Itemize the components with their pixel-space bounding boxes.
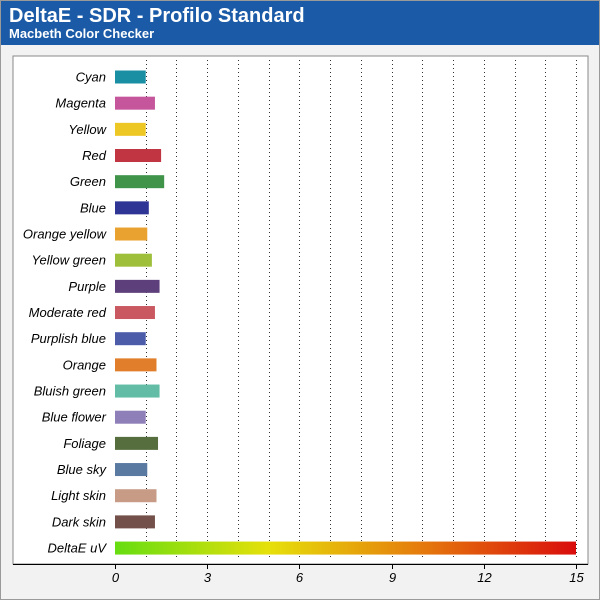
bar-green	[115, 175, 165, 189]
chart-title: DeltaE - SDR - Profilo Standard	[9, 5, 305, 27]
category-label-deltae-uv: DeltaE uV	[47, 541, 107, 556]
category-label-blue-flower: Blue flower	[42, 410, 107, 425]
bar-magenta	[115, 96, 155, 110]
category-label-orange: Orange	[63, 357, 106, 372]
plot-area	[12, 55, 589, 565]
bar-yellow	[115, 122, 146, 136]
x-tick-label-9: 9	[389, 570, 396, 585]
bar-red	[115, 149, 162, 163]
bar-deltae-uv	[115, 541, 576, 555]
category-label-blue-sky: Blue sky	[57, 462, 108, 477]
bar-blue-sky	[115, 463, 148, 477]
bar-blue	[115, 201, 149, 215]
bar-orange	[115, 358, 157, 372]
bar-cyan	[115, 70, 146, 84]
x-tick-label-3: 3	[204, 570, 212, 585]
bar-dark-skin	[115, 515, 155, 529]
category-label-purplish-blue: Purplish blue	[31, 331, 106, 346]
chart-header: DeltaE - SDR - Profilo Standard Macbeth …	[1, 1, 599, 45]
chart-subtitle: Macbeth Color Checker	[9, 26, 155, 41]
category-label-bluish-green: Bluish green	[34, 384, 106, 399]
x-tick-label-6: 6	[296, 570, 304, 585]
category-label-green: Green	[70, 174, 106, 189]
bar-purple	[115, 279, 160, 293]
bar-blue-flower	[115, 410, 146, 424]
category-label-red: Red	[82, 148, 107, 163]
bar-moderate-red	[115, 306, 155, 320]
category-label-purple: Purple	[68, 279, 106, 294]
category-label-foliage: Foliage	[63, 436, 106, 451]
bar-orange-yellow	[115, 227, 148, 241]
category-label-cyan: Cyan	[76, 70, 106, 85]
category-label-moderate-red: Moderate red	[29, 305, 107, 320]
bar-yellow-green	[115, 253, 152, 267]
category-label-dark-skin: Dark skin	[52, 514, 106, 529]
category-label-orange-yellow: Orange yellow	[23, 227, 108, 242]
bar-foliage	[115, 436, 159, 450]
x-tick-label-12: 12	[477, 570, 492, 585]
bar-purplish-blue	[115, 332, 146, 346]
bar-light-skin	[115, 489, 157, 503]
category-label-magenta: Magenta	[55, 96, 106, 111]
bar-bluish-green	[115, 384, 160, 398]
category-label-light-skin: Light skin	[51, 488, 106, 503]
x-tick-label-0: 0	[112, 570, 120, 585]
category-label-yellow: Yellow	[68, 122, 107, 137]
x-tick-label-15: 15	[569, 570, 584, 585]
category-label-blue: Blue	[80, 200, 106, 215]
category-label-yellow-green: Yellow green	[32, 253, 106, 268]
